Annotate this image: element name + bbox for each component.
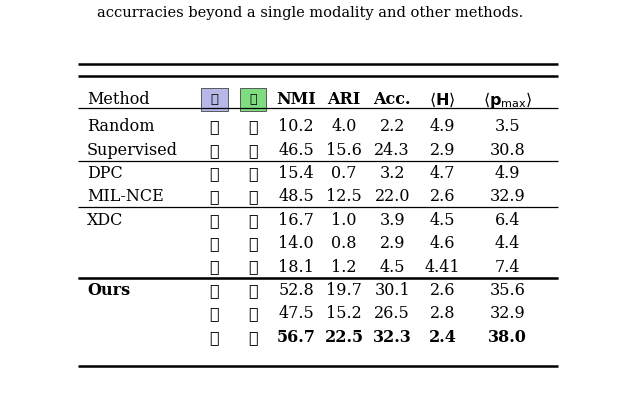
Text: 📹: 📹: [249, 93, 257, 106]
Text: 32.9: 32.9: [490, 188, 525, 206]
Text: 35.6: 35.6: [490, 282, 526, 299]
Text: ✗: ✗: [248, 235, 258, 252]
Text: 6.4: 6.4: [495, 212, 520, 229]
Text: ✓: ✓: [210, 259, 219, 275]
Text: 2.6: 2.6: [430, 188, 456, 206]
Text: 3.5: 3.5: [495, 118, 520, 135]
Text: 32.9: 32.9: [490, 305, 525, 322]
Text: 4.7: 4.7: [430, 165, 456, 182]
Text: 2.9: 2.9: [379, 235, 405, 252]
Text: 4.9: 4.9: [430, 118, 456, 135]
FancyBboxPatch shape: [202, 88, 228, 111]
Text: 1.2: 1.2: [332, 259, 357, 275]
Text: $\langle\mathbf{H}\rangle$: $\langle\mathbf{H}\rangle$: [430, 90, 456, 109]
Text: 24.3: 24.3: [374, 142, 410, 158]
Text: 10.2: 10.2: [278, 118, 314, 135]
Text: 3.9: 3.9: [379, 212, 405, 229]
Text: ✓: ✓: [248, 118, 258, 135]
Text: 3.2: 3.2: [379, 165, 405, 182]
Text: 18.1: 18.1: [278, 259, 314, 275]
Text: 2.2: 2.2: [379, 118, 405, 135]
Text: ✓: ✓: [210, 305, 219, 322]
Text: 22.5: 22.5: [325, 329, 364, 346]
Text: DPC: DPC: [87, 165, 123, 182]
Text: 2.6: 2.6: [430, 282, 456, 299]
Text: 4.5: 4.5: [430, 212, 456, 229]
Text: ✓: ✓: [210, 235, 219, 252]
Text: 46.5: 46.5: [278, 142, 314, 158]
Text: Ours: Ours: [87, 282, 130, 299]
Text: ✓: ✓: [248, 259, 258, 275]
Text: ✗: ✗: [210, 188, 219, 206]
Text: ✗: ✗: [210, 165, 219, 182]
Text: ✗: ✗: [210, 212, 219, 229]
Text: Random: Random: [87, 118, 154, 135]
Text: accurracies beyond a single modality and other methods.: accurracies beyond a single modality and…: [97, 6, 523, 20]
Text: ✓: ✓: [248, 142, 258, 158]
Text: 56.7: 56.7: [277, 329, 316, 346]
Text: ARI: ARI: [327, 91, 361, 108]
Text: 19.7: 19.7: [326, 282, 362, 299]
Text: Supervised: Supervised: [87, 142, 178, 158]
Text: 2.9: 2.9: [430, 142, 456, 158]
Text: 2.4: 2.4: [429, 329, 456, 346]
Text: 16.7: 16.7: [278, 212, 314, 229]
Text: 1.0: 1.0: [332, 212, 357, 229]
Text: XDC: XDC: [87, 212, 123, 229]
Text: 15.6: 15.6: [326, 142, 362, 158]
Text: ✓: ✓: [248, 329, 258, 346]
Text: 14.0: 14.0: [278, 235, 314, 252]
Text: ✓: ✓: [210, 329, 219, 346]
Text: ✓: ✓: [248, 188, 258, 206]
Text: 4.6: 4.6: [430, 235, 456, 252]
Text: 2.8: 2.8: [430, 305, 456, 322]
Text: 4.0: 4.0: [332, 118, 357, 135]
Text: 0.7: 0.7: [332, 165, 357, 182]
FancyBboxPatch shape: [240, 88, 266, 111]
Text: MIL-NCE: MIL-NCE: [87, 188, 164, 206]
Text: ✗: ✗: [210, 118, 219, 135]
Text: ✗: ✗: [248, 305, 258, 322]
Text: 4.41: 4.41: [425, 259, 461, 275]
Text: $\langle \mathbf{p}_{\mathrm{max}}\rangle$: $\langle \mathbf{p}_{\mathrm{max}}\rangl…: [483, 89, 533, 109]
Text: ✓: ✓: [248, 282, 258, 299]
Text: 38.0: 38.0: [488, 329, 527, 346]
Text: 15.2: 15.2: [326, 305, 362, 322]
Text: Method: Method: [87, 91, 150, 108]
Text: 52.8: 52.8: [278, 282, 314, 299]
Text: 47.5: 47.5: [278, 305, 314, 322]
Text: ✗: ✗: [210, 142, 219, 158]
Text: NMI: NMI: [277, 91, 316, 108]
Text: 0.8: 0.8: [332, 235, 357, 252]
Text: Acc.: Acc.: [373, 91, 411, 108]
Text: ✓: ✓: [248, 212, 258, 229]
Text: 22.0: 22.0: [374, 188, 410, 206]
Text: 🔊: 🔊: [210, 93, 218, 106]
Text: ✗: ✗: [210, 282, 219, 299]
Text: 15.4: 15.4: [278, 165, 314, 182]
Text: 30.8: 30.8: [490, 142, 525, 158]
Text: 30.1: 30.1: [374, 282, 410, 299]
Text: 26.5: 26.5: [374, 305, 410, 322]
Text: 32.3: 32.3: [373, 329, 412, 346]
Text: 48.5: 48.5: [278, 188, 314, 206]
Text: 12.5: 12.5: [326, 188, 362, 206]
Text: 4.4: 4.4: [495, 235, 520, 252]
Text: ✓: ✓: [248, 165, 258, 182]
Text: 4.5: 4.5: [379, 259, 405, 275]
Text: 4.9: 4.9: [495, 165, 520, 182]
Text: 7.4: 7.4: [495, 259, 520, 275]
